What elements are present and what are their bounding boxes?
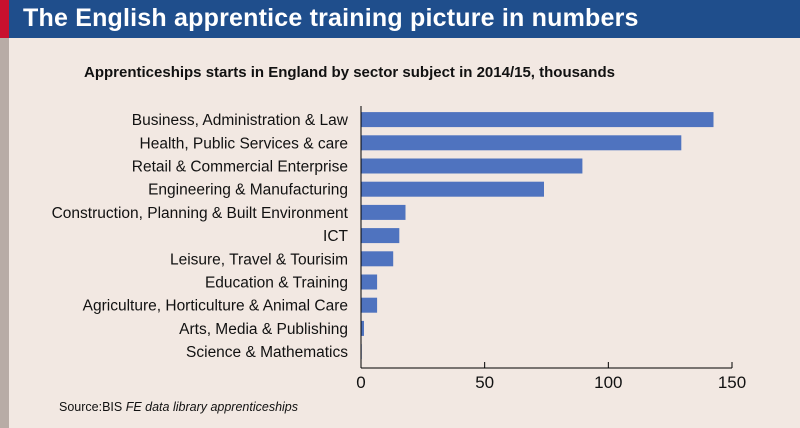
category-label: Science & Mathematics	[186, 344, 348, 361]
chart-title: Apprenticeships starts in England by sec…	[84, 64, 615, 81]
bar-0	[361, 112, 714, 128]
bar-2	[361, 158, 583, 174]
category-label: ICT	[323, 228, 349, 245]
category-label: Construction, Planning & Built Environme…	[52, 205, 349, 222]
category-label: Business, Administration & Law	[132, 112, 349, 129]
category-labels: Business, Administration & Law Health, Pu…	[52, 112, 349, 361]
bar-7	[361, 274, 378, 290]
bar-9	[361, 320, 364, 336]
bar-5	[361, 228, 400, 244]
x-tick-label: 100	[594, 373, 622, 392]
bars-layer	[361, 112, 714, 360]
source-note: Source:BIS FE data library apprenticeshi…	[59, 400, 298, 414]
source-italic: FE data library apprenticeships	[126, 400, 298, 414]
category-label: Health, Public Services & care	[140, 135, 348, 152]
category-label: Agriculture, Horticulture & Animal Care	[83, 298, 348, 315]
category-label: Education & Training	[205, 275, 348, 292]
bar-3	[361, 181, 544, 197]
x-tick-label: 0	[356, 373, 365, 392]
source-prefix: Source:BIS	[59, 400, 126, 414]
bar-8	[361, 297, 378, 313]
category-label: Retail & Commercial Enterprise	[132, 159, 348, 176]
x-tick-label: 50	[475, 373, 494, 392]
page-title: The English apprentice training picture …	[23, 4, 639, 32]
accent-strip	[0, 0, 9, 38]
bar-1	[361, 135, 682, 151]
x-axis: 0 50 100 150	[356, 106, 746, 392]
side-strip	[0, 38, 9, 428]
x-tick-label: 150	[718, 373, 746, 392]
category-label: Arts, Media & Publishing	[179, 321, 348, 338]
bar-6	[361, 251, 394, 267]
bar-4	[361, 204, 406, 220]
header-banner: The English apprentice training picture …	[9, 0, 800, 38]
bar-chart: Apprenticeships starts in England by sec…	[52, 64, 747, 414]
chart-panel: Apprenticeships starts in England by sec…	[9, 38, 800, 428]
category-label: Leisure, Travel & Tourisim	[170, 251, 348, 268]
category-label: Engineering & Manufacturing	[148, 182, 348, 199]
